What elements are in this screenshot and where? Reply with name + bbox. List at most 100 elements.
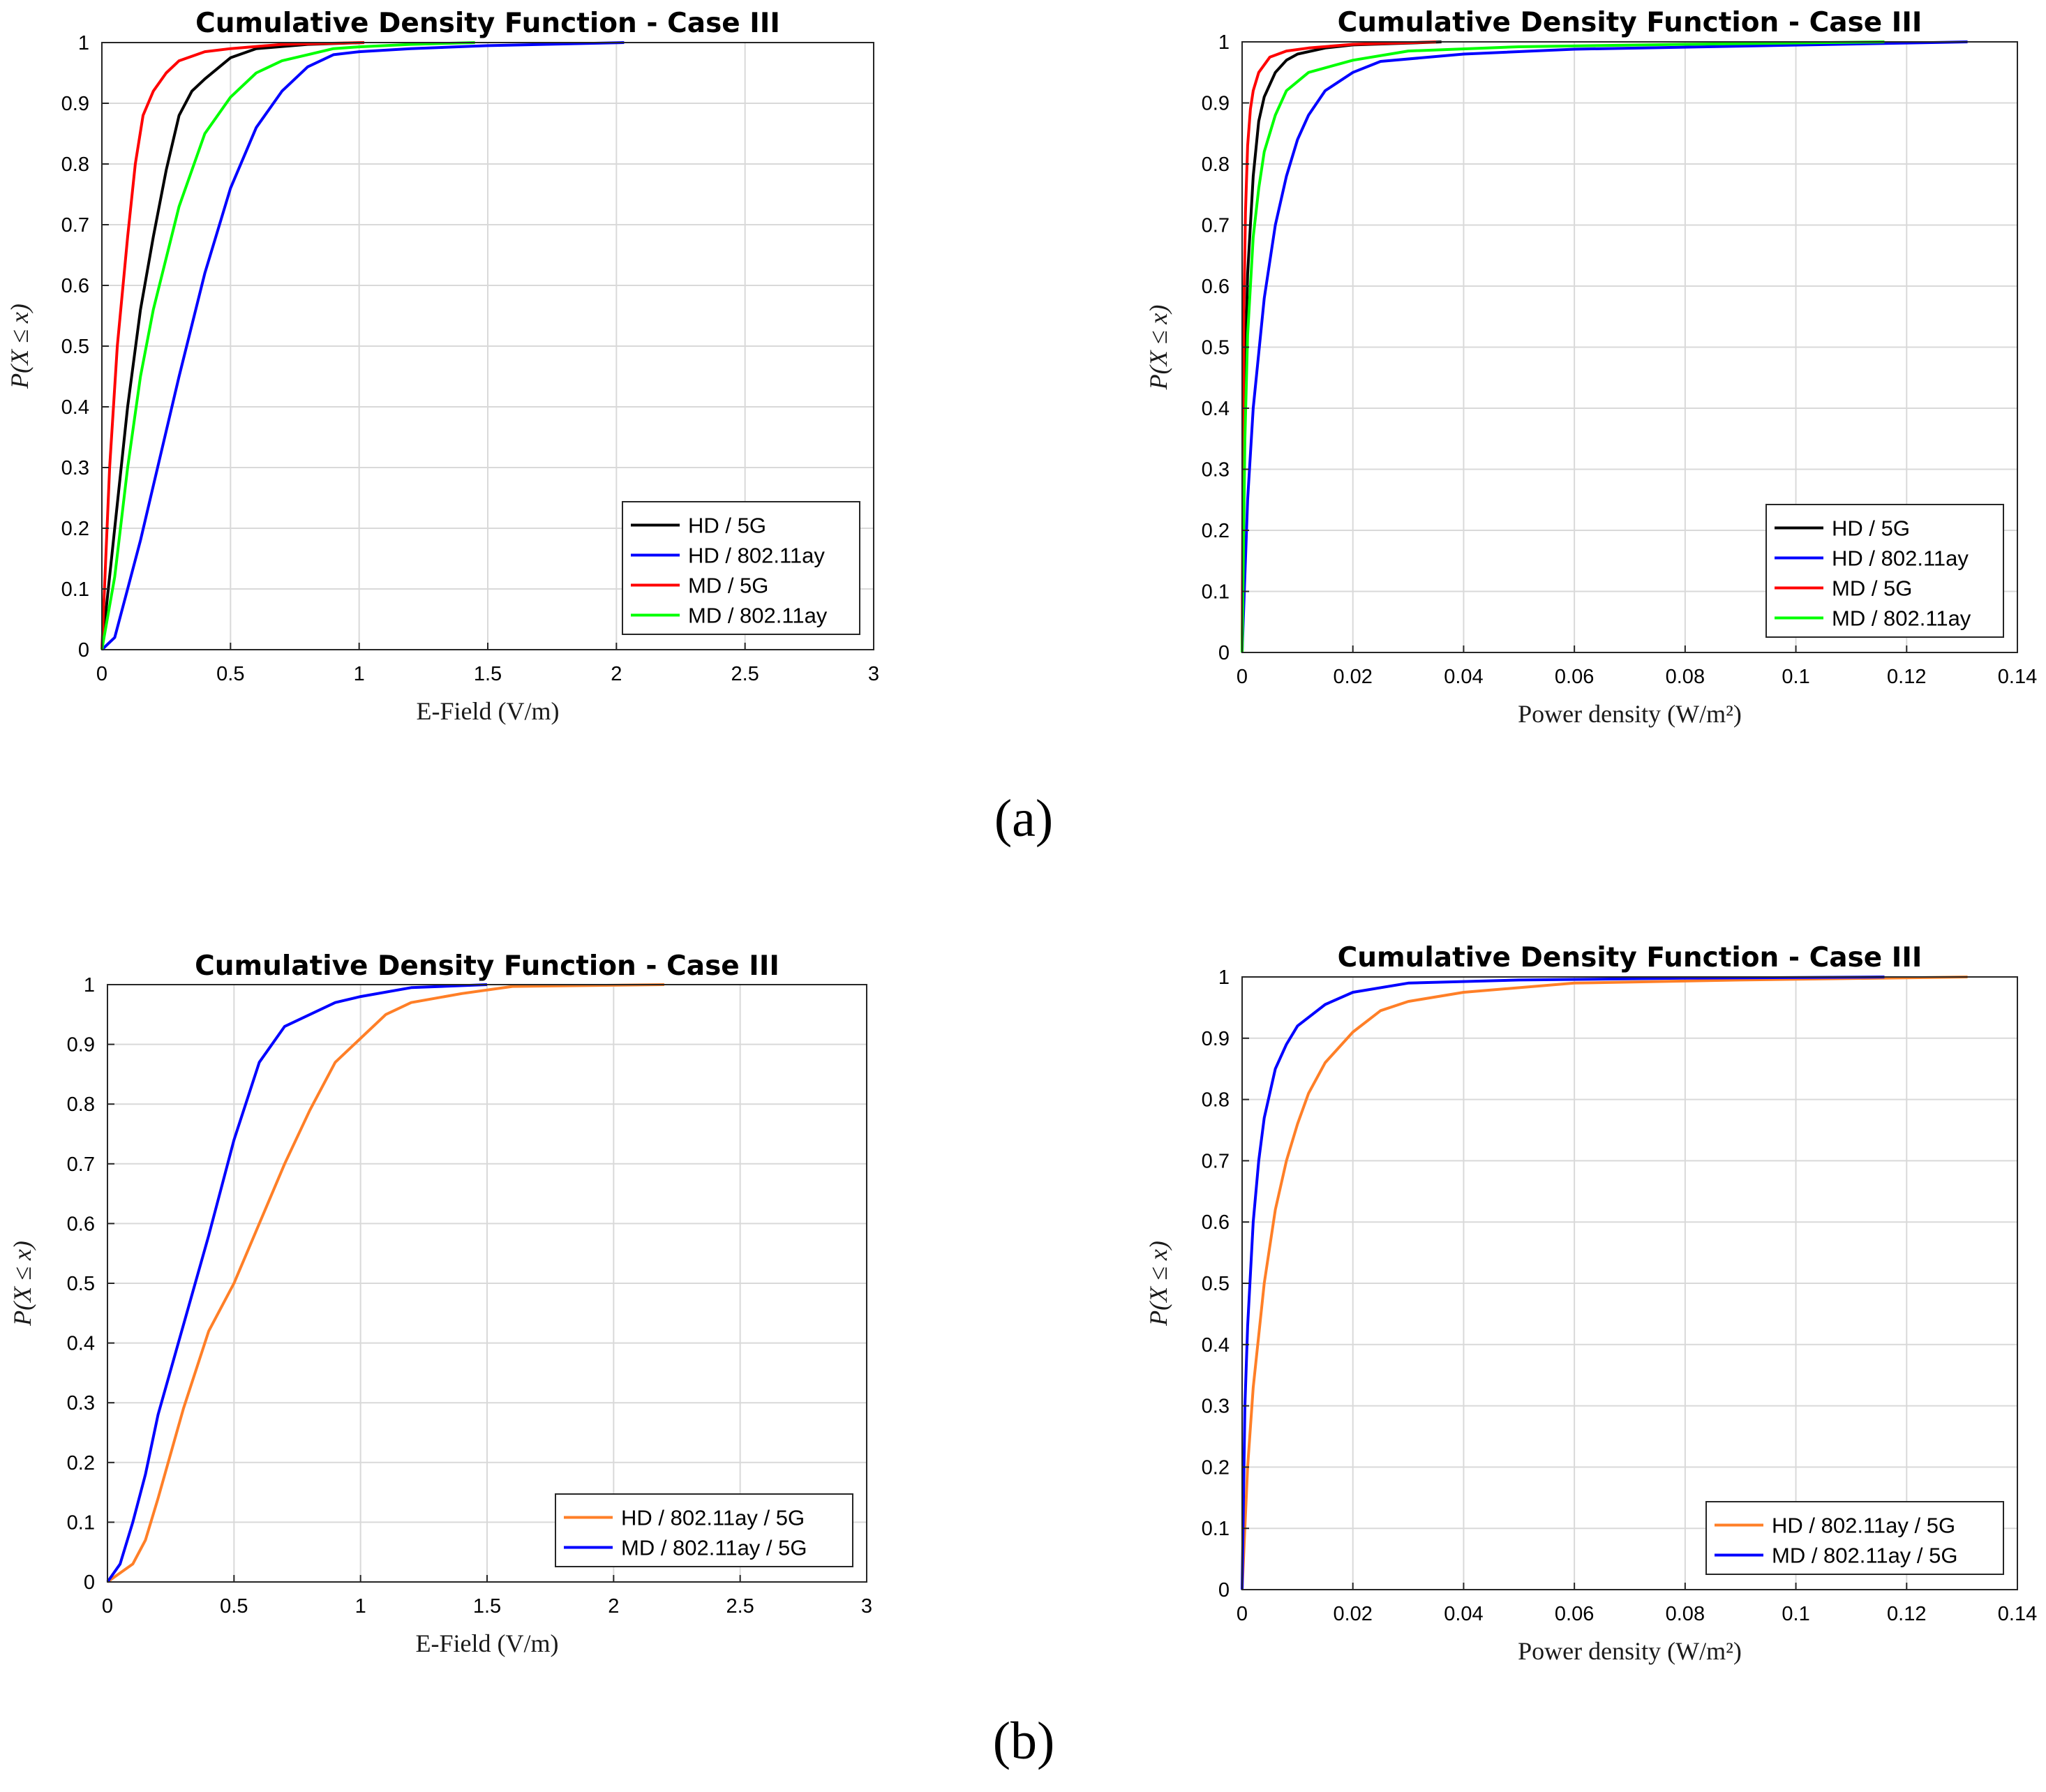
chart-2-title: Cumulative Density Function - Case III: [195, 950, 779, 982]
chart-2-x-tick-label: 2: [608, 1595, 619, 1618]
chart-0-series-2-line: [100, 41, 365, 650]
chart-3-y-tick-label: 0.9: [1202, 1028, 1230, 1050]
chart-1-y-tick-label: 0.3: [1202, 459, 1230, 481]
chart-3-title: Cumulative Density Function - Case III: [1338, 942, 1922, 973]
chart-3-x-tick-label: 0.14: [1998, 1603, 2037, 1625]
chart-1-x-axis-label: Power density (W/m²): [1518, 700, 1742, 728]
chart-0-x-tick-label: 0: [96, 663, 107, 685]
chart-2-x-tick-label: 1: [355, 1595, 366, 1618]
chart-3-legend-box: [1705, 1501, 2004, 1575]
chart-3-y-tick-label: 0.6: [1202, 1211, 1230, 1234]
chart-3-series-0-line: [1241, 976, 1968, 1590]
chart-0-x-tick-label: 1.5: [474, 663, 502, 685]
chart-1-y-tick-label: 0.5: [1202, 337, 1230, 359]
chart-2-x-tick-label: 3: [861, 1595, 872, 1618]
chart-0-y-tick-label: 1: [78, 32, 89, 54]
chart-0-y-tick-label: 0.7: [61, 214, 89, 237]
panel-label-b: (b): [993, 1712, 1055, 1770]
chart-3-x-tick-label: 0.08: [1666, 1603, 1705, 1625]
chart-3-x-tick-label: 0.02: [1333, 1603, 1372, 1625]
panel-label-a: (a): [994, 789, 1053, 848]
chart-2-y-tick-label: 0.3: [67, 1392, 95, 1414]
chart-1-x-tick-label: 0.02: [1333, 666, 1372, 688]
chart-2-legend: HD / 802.11ay / 5G MD / 802.11ay / 5G: [555, 1493, 853, 1567]
chart-1-y-tick-label: 0.7: [1202, 215, 1230, 237]
chart-0-x-tick-label: 3: [868, 663, 879, 685]
chart-3-y-tick-label: 0.4: [1202, 1334, 1230, 1357]
chart-3-legend-entry: HD / 802.11ay / 5G: [1772, 1514, 1955, 1538]
chart-2-y-tick-label: 0.2: [67, 1452, 95, 1474]
chart-efield-panel-b: Cumulative Density Function - Case III 0 0…: [8, 950, 872, 1657]
chart-3-y-tick-label: 0.1: [1202, 1518, 1230, 1540]
chart-2-x-tick-label: 0.5: [220, 1595, 248, 1618]
chart-0-legend-entry: MD / 802.11ay: [688, 604, 828, 628]
chart-2-x-tick-label: 1.5: [473, 1595, 501, 1618]
chart-0-series-1-line: [100, 41, 625, 651]
chart-3-y-tick-label: 0.5: [1202, 1273, 1230, 1295]
chart-3-series-1-line: [1241, 976, 1885, 1590]
chart-1-x-tick-label: 0.12: [1887, 666, 1926, 688]
chart-3-y-tick-label: 0.2: [1202, 1456, 1230, 1479]
chart-0-x-tick-label: 1: [354, 663, 365, 685]
chart-1-y-tick-label: 0.6: [1202, 276, 1230, 298]
chart-3-y-tick-label: 0: [1218, 1579, 1230, 1601]
chart-3-y-tick-label: 0.7: [1202, 1150, 1230, 1172]
chart-0-y-tick-label: 0.4: [61, 396, 89, 419]
chart-3-x-tick-label: 0: [1237, 1603, 1248, 1625]
chart-1-y-tick-label: 0: [1218, 642, 1230, 664]
chart-0-legend-entry: MD / 5G: [688, 574, 768, 598]
chart-2-y-tick-label: 0.4: [67, 1333, 95, 1355]
chart-1-y-tick-label: 1: [1218, 31, 1230, 54]
chart-2-x-tick-label: 2.5: [726, 1595, 754, 1618]
chart-3-x-tick-label: 0.04: [1444, 1603, 1483, 1625]
chart-2-y-tick-label: 0.8: [67, 1093, 95, 1116]
chart-1-legend-entry: HD / 5G: [1832, 516, 1910, 541]
chart-0-legend-entry: HD / 802.11ay: [688, 544, 825, 568]
chart-1-x-tick-label: 0.06: [1555, 666, 1594, 688]
chart-0-x-axis-label: E-Field (V/m): [417, 697, 560, 725]
chart-1-y-tick-label: 0.1: [1202, 581, 1230, 604]
chart-0-x-tick-label: 2.5: [731, 663, 759, 685]
chart-3-x-tick-label: 0.12: [1887, 1603, 1926, 1625]
chart-1-legend-entry: HD / 802.11ay: [1832, 546, 1969, 571]
chart-0-y-tick-label: 0.9: [61, 93, 89, 115]
chart-2-x-tick-label: 0: [102, 1595, 113, 1618]
chart-3-y-tick-label: 0.8: [1202, 1089, 1230, 1112]
chart-2-y-tick-label: 0.5: [67, 1273, 95, 1295]
chart-2-y-tick-label: 0.7: [67, 1153, 95, 1176]
chart-2-series-0-line: [106, 983, 664, 1583]
chart-0-y-tick-label: 0.5: [61, 336, 89, 358]
chart-1-series-1-line: [1241, 40, 1968, 653]
chart-1-y-tick-label: 0.8: [1202, 154, 1230, 176]
chart-0-legend: HD / 5G HD / 802.11ay MD / 5G MD / 802.11ay: [622, 501, 860, 635]
chart-2-series-1-line: [106, 983, 488, 1583]
chart-0-y-axis-label: P(X ≤ x): [6, 304, 33, 389]
chart-2-legend-entry: HD / 802.11ay / 5G: [621, 1506, 805, 1530]
chart-2-y-tick-label: 0.9: [67, 1034, 95, 1056]
chart-0-y-tick-label: 0.2: [61, 518, 89, 540]
chart-1-legend-entry: MD / 802.11ay: [1832, 606, 1971, 631]
chart-1-series-2-line: [1241, 40, 1436, 653]
chart-2-x-axis-label: E-Field (V/m): [416, 1629, 559, 1657]
chart-1-x-tick-label: 0: [1237, 666, 1248, 688]
chart-0-series-0-line: [100, 41, 365, 650]
chart-2-y-tick-label: 0.1: [67, 1511, 95, 1534]
chart-2-legend-box: [555, 1493, 853, 1567]
chart-3-x-tick-label: 0.06: [1555, 1603, 1594, 1625]
chart-1-legend-entry: MD / 5G: [1832, 576, 1912, 601]
chart-1-x-tick-label: 0.14: [1998, 666, 2037, 688]
chart-2-y-tick-label: 0.6: [67, 1213, 95, 1235]
chart-0-legend-entry: HD / 5G: [688, 514, 766, 538]
chart-0-series-3-line: [100, 41, 475, 650]
chart-1-y-tick-label: 0.9: [1202, 93, 1230, 115]
chart-0-x-tick-label: 0.5: [216, 663, 244, 685]
chart-1-y-tick-label: 0.2: [1202, 520, 1230, 542]
chart-0-y-tick-label: 0: [78, 639, 89, 662]
chart-1-legend: HD / 5G HD / 802.11ay MD / 5G MD / 802.11ay: [1765, 504, 2004, 638]
chart-0-y-tick-label: 0.8: [61, 154, 89, 176]
chart-3-x-axis-label: Power density (W/m²): [1518, 1637, 1742, 1665]
